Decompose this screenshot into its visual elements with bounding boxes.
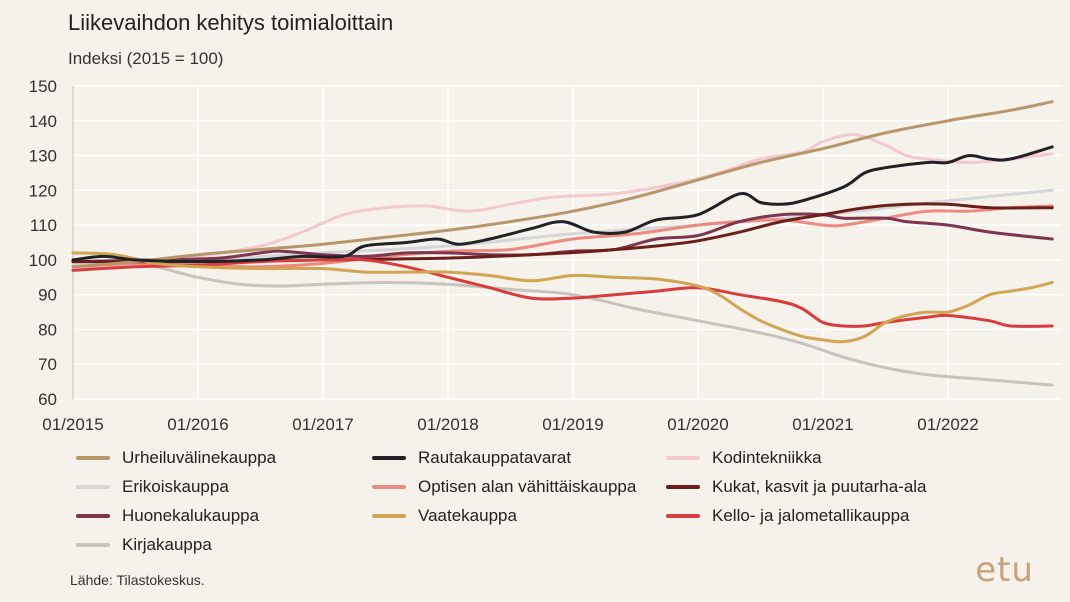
legend-swatch [666, 485, 700, 489]
x-tick-label: 01/2022 [917, 415, 978, 434]
y-tick-label: 100 [29, 251, 57, 270]
legend-item: Vaatekauppa [372, 506, 517, 526]
series-line-kodintekniikka [71, 133, 1054, 272]
etu-logo: etu [975, 550, 1034, 590]
series-line-rautakauppatavarat [71, 145, 1054, 264]
grid [72, 85, 1062, 400]
x-tick-label: 01/2020 [667, 415, 728, 434]
series-line-kirjakauppa [71, 261, 1054, 387]
x-axis: 01/2015 01/2016 01/2017 01/2018 01/2019 01/20… [42, 415, 978, 434]
legend-label: Rautakauppatavarat [418, 448, 572, 467]
x-tick-label: 01/2018 [417, 415, 478, 434]
legend-item: Optisen alan vähittäiskauppa [372, 477, 636, 497]
legend-item: Kodintekniikka [666, 448, 822, 468]
y-tick-label: 90 [38, 286, 57, 305]
y-tick-label: 140 [29, 112, 57, 131]
series-line-erikoiskauppa [71, 188, 1054, 265]
chart-subtitle: Indeksi (2015 = 100) [68, 49, 224, 68]
series-line-kello-ja-jalometallikauppa [71, 257, 1054, 328]
x-tick-label: 01/2017 [292, 415, 353, 434]
legend-swatch [372, 485, 406, 489]
legend-swatch [76, 456, 110, 460]
series-line-optisen-alan-vähittäiskauppa [71, 204, 1054, 269]
legend-item: Erikoiskauppa [76, 477, 229, 497]
legend-swatch [76, 543, 110, 547]
legend-swatch [666, 456, 700, 460]
legend-item: Urheiluvälinekauppa [76, 448, 276, 468]
legend-label: Huonekalukauppa [122, 506, 260, 525]
y-tick-label: 130 [29, 147, 57, 166]
series-line-vaatekauppa [71, 251, 1054, 344]
legend-swatch [372, 456, 406, 460]
legend-label: Vaatekauppa [418, 506, 517, 525]
legend-label: Kodintekniikka [712, 448, 822, 467]
y-tick-label: 70 [38, 355, 57, 374]
y-tick-label: 80 [38, 320, 57, 339]
x-tick-label: 01/2016 [167, 415, 228, 434]
legend-swatch [76, 514, 110, 518]
legend-item: Huonekalukauppa [76, 506, 259, 526]
x-tick-label: 01/2019 [542, 415, 603, 434]
legend-swatch [76, 485, 110, 489]
legend-label: Kukat, kasvit ja puutarha-ala [712, 477, 927, 496]
y-tick-label: 150 [29, 77, 57, 96]
y-axis: 60 70 80 90 100 110 120 130 140 150 [29, 77, 74, 409]
x-tick-label: 01/2021 [792, 415, 853, 434]
series-lines [71, 100, 1054, 387]
legend-item: Rautakauppatavarat [372, 448, 571, 468]
legend-label: Kello- ja jalometallikauppa [712, 506, 910, 525]
legend-label: Optisen alan vähittäiskauppa [418, 477, 637, 496]
legend-swatch [666, 514, 700, 518]
legend-item: Kirjakauppa [76, 535, 212, 555]
legend-label: Kirjakauppa [122, 535, 212, 554]
chart-title: Liikevaihdon kehitys toimialoittain [68, 10, 394, 35]
legend-label: Urheiluvälinekauppa [122, 448, 277, 467]
legend-label: Erikoiskauppa [122, 477, 229, 496]
y-tick-label: 60 [38, 390, 57, 409]
series-line-urheiluvälinekauppa [71, 100, 1054, 269]
source-note: Lähde: Tilastokeskus. [70, 572, 205, 588]
legend-item: Kukat, kasvit ja puutarha-ala [666, 477, 927, 497]
legend-swatch [372, 514, 406, 518]
x-tick-label: 01/2015 [42, 415, 103, 434]
legend-item: Kello- ja jalometallikauppa [666, 506, 910, 526]
y-tick-label: 110 [30, 216, 57, 235]
y-tick-label: 120 [29, 181, 57, 200]
